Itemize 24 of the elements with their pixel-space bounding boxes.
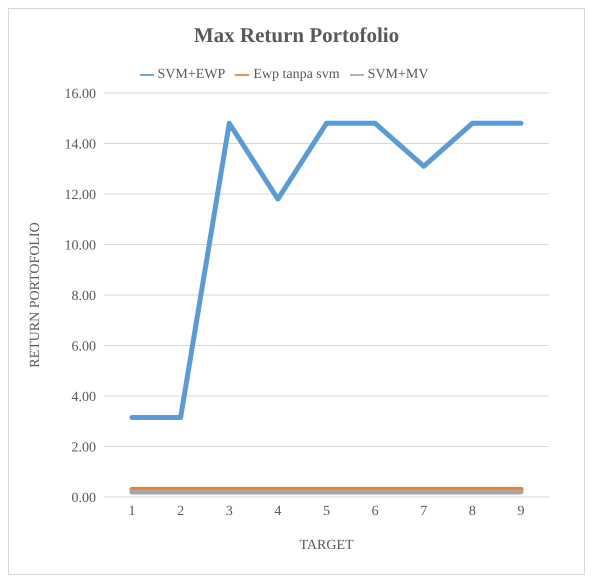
y-tick-label: 0.00 xyxy=(72,490,96,506)
legend-label: Ewp tanpa svm xyxy=(253,67,340,82)
y-tick-label: 2.00 xyxy=(72,440,96,456)
y-tick-label: 14.00 xyxy=(64,137,96,152)
chart-title: Max Return Portofolio xyxy=(192,22,400,49)
x-tick-label: 5 xyxy=(323,504,330,519)
x-tick-label: 3 xyxy=(226,504,233,519)
x-tick-label: 2 xyxy=(177,504,184,519)
y-tick-label: 4.00 xyxy=(72,390,96,405)
x-tick-label: 7 xyxy=(420,504,428,519)
y-tick-label: 6.00 xyxy=(72,339,96,354)
y-tick-label: 12.00 xyxy=(64,188,96,203)
y-tick-label: 8.00 xyxy=(72,288,96,304)
y-axis-title: RETURN PORTOFOLIO xyxy=(28,222,43,368)
x-tick-label: 6 xyxy=(372,504,379,519)
x-tick-label: 1 xyxy=(128,504,136,519)
x-tick-label: 9 xyxy=(518,504,524,519)
legend-label: SVM+EWP xyxy=(158,67,226,82)
x-axis-title: TARGET xyxy=(299,538,354,553)
y-tick-label: 10.00 xyxy=(64,238,96,254)
x-tick-label: 8 xyxy=(468,504,476,519)
x-tick-label: 4 xyxy=(274,504,282,519)
legend-label: SVM+MV xyxy=(368,67,428,82)
y-tick-label: 16.00 xyxy=(64,86,96,102)
